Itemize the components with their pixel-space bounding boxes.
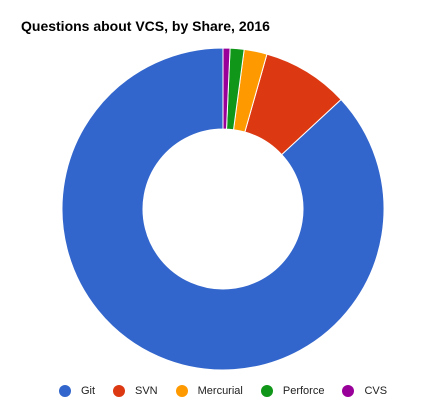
donut-chart <box>61 47 385 371</box>
chart-legend: Git SVN Mercurial Perforce CVS <box>0 382 446 400</box>
legend-item-mercurial[interactable]: Mercurial <box>175 385 243 397</box>
legend-item-svn[interactable]: SVN <box>113 385 158 397</box>
legend-item-cvs[interactable]: CVS <box>342 385 387 397</box>
legend-item-git[interactable]: Git <box>58 385 95 397</box>
legend-swatch-cvs <box>342 385 355 397</box>
legend-label-svn: SVN <box>135 385 158 397</box>
legend-swatch-mercurial <box>175 385 188 397</box>
legend-label-git: Git <box>80 385 95 397</box>
slice-git[interactable] <box>61 47 385 371</box>
legend-item-perforce[interactable]: Perforce <box>260 385 325 397</box>
legend-label-perforce: Perforce <box>282 385 325 397</box>
slice-cvs[interactable] <box>222 47 231 130</box>
chart-title: Questions about VCS, by Share, 2016 <box>21 18 270 34</box>
legend-swatch-git <box>58 385 71 397</box>
legend-label-cvs: CVS <box>364 385 388 397</box>
legend-label-mercurial: Mercurial <box>197 385 243 397</box>
legend-swatch-perforce <box>260 385 273 397</box>
legend-swatch-svn <box>113 385 125 397</box>
